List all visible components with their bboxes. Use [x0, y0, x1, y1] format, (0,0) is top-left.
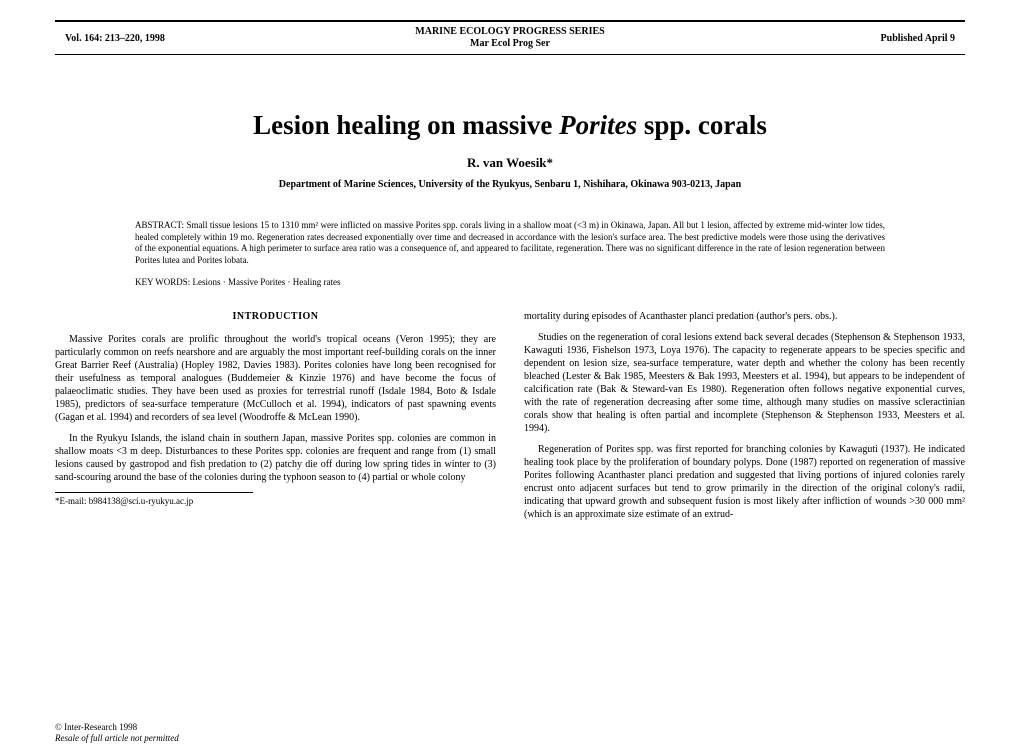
footnote: *E-mail: b984138@sci.u-ryukyu.ac.jp: [55, 492, 253, 508]
paragraph: Studies on the regeneration of coral les…: [524, 331, 965, 435]
abstract-text: ABSTRACT: Small tissue lesions 15 to 131…: [135, 220, 885, 267]
journal-header: Vol. 164: 213–220, 1998 MARINE ECOLOGY P…: [55, 20, 965, 55]
published-date: Published April 9: [733, 33, 966, 44]
article-title: Lesion healing on massive Porites spp. c…: [55, 110, 965, 141]
title-block: Lesion healing on massive Porites spp. c…: [55, 110, 965, 190]
title-pre: Lesion healing on massive: [253, 110, 559, 140]
title-post: spp. corals: [637, 110, 767, 140]
abstract-block: ABSTRACT: Small tissue lesions 15 to 131…: [135, 220, 885, 288]
series-line2: Mar Ecol Prog Ser: [288, 38, 733, 50]
email-address: b984138@sci.u-ryukyu.ac.jp: [89, 496, 194, 506]
paragraph: mortality during episodes of Acanthaster…: [524, 310, 965, 323]
title-italic: Porites: [559, 110, 637, 140]
volume-info: Vol. 164: 213–220, 1998: [55, 33, 288, 44]
author: R. van Woesik*: [55, 155, 965, 171]
email-label: *E-mail:: [55, 496, 89, 506]
paragraph: In the Ryukyu Islands, the island chain …: [55, 432, 496, 484]
copyright-footer: © Inter-Research 1998 Resale of full art…: [55, 722, 179, 745]
paragraph: Massive Porites corals are prolific thro…: [55, 333, 496, 424]
left-column: INTRODUCTION Massive Porites corals are …: [55, 310, 496, 529]
copyright-line1: © Inter-Research 1998: [55, 722, 179, 734]
abstract-body: Small tissue lesions 15 to 1310 mm² were…: [135, 220, 885, 265]
section-heading-introduction: INTRODUCTION: [55, 310, 496, 323]
abstract-label: ABSTRACT:: [135, 220, 186, 230]
series-name: MARINE ECOLOGY PROGRESS SERIES Mar Ecol …: [288, 26, 733, 50]
body-columns: INTRODUCTION Massive Porites corals are …: [55, 310, 965, 529]
series-line1: MARINE ECOLOGY PROGRESS SERIES: [288, 26, 733, 38]
keywords-text: Lesions · Massive Porites · Healing rate…: [193, 277, 341, 287]
affiliation: Department of Marine Sciences, Universit…: [55, 179, 965, 190]
paragraph: Regeneration of Porites spp. was first r…: [524, 443, 965, 521]
keywords-label: KEY WORDS:: [135, 277, 193, 287]
keywords: KEY WORDS: Lesions · Massive Porites · H…: [135, 277, 885, 289]
copyright-line2-text: Resale of full article not permitted: [55, 733, 179, 743]
copyright-line2: Resale of full article not permitted: [55, 733, 179, 745]
right-column: mortality during episodes of Acanthaster…: [524, 310, 965, 529]
